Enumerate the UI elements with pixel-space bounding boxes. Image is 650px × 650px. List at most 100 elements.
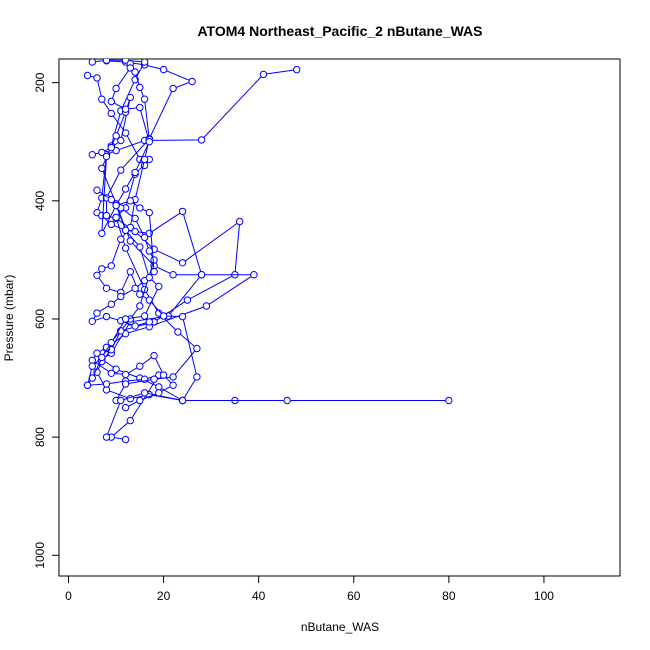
- data-point: [107, 195, 116, 204]
- y-tick-label: 400: [33, 190, 47, 210]
- y-tick-label: 600: [33, 309, 47, 329]
- data-point: [126, 197, 135, 205]
- data-point: [126, 237, 135, 245]
- data-point: [107, 143, 116, 152]
- y-axis-label: Pressure (mbar): [2, 275, 16, 362]
- data-point: [117, 396, 125, 405]
- data-point: [150, 375, 158, 383]
- data-point: [193, 344, 201, 353]
- data-point: [155, 389, 163, 397]
- data-point: [131, 214, 139, 223]
- data-point: [98, 265, 106, 273]
- data-point: [107, 220, 116, 229]
- data-point: [140, 59, 149, 66]
- data-point: [88, 59, 96, 66]
- x-tick-label: 20: [157, 589, 171, 603]
- data-point: [121, 315, 130, 323]
- data-point: [159, 312, 168, 320]
- data-point: [107, 300, 116, 308]
- data-point: [150, 351, 158, 360]
- data-point: [107, 97, 116, 106]
- data-point: [197, 271, 206, 279]
- x-tick-label: 40: [252, 589, 266, 603]
- data-point: [102, 380, 111, 388]
- data-point: [140, 312, 149, 320]
- x-tick-label: 0: [65, 589, 72, 603]
- data-point: [193, 373, 201, 381]
- data-point: [88, 151, 97, 159]
- data-point: [102, 152, 111, 161]
- x-axis: 0 20 40 60 80 100: [65, 575, 554, 603]
- data-point: [112, 365, 120, 373]
- data-point: [145, 247, 154, 255]
- data-point: [98, 95, 106, 103]
- data-point: [159, 65, 168, 74]
- data-point: [121, 185, 130, 193]
- y-axis: 200 400 600 800 1000: [33, 72, 60, 569]
- data-point: [107, 338, 116, 347]
- data-point: [136, 302, 144, 310]
- data-point: [93, 74, 101, 82]
- data-point: [131, 322, 139, 330]
- data-point: [98, 353, 106, 362]
- data-point: [117, 235, 125, 243]
- data-point: [183, 296, 192, 304]
- data-point: [197, 136, 206, 144]
- data-point: [178, 396, 187, 405]
- data-point: [112, 84, 120, 93]
- data-point: [145, 273, 154, 282]
- y-tick-label: 200: [33, 72, 47, 92]
- data-point: [131, 168, 139, 177]
- data-point: [136, 290, 144, 298]
- data-point: [126, 93, 135, 102]
- data-point: [121, 105, 130, 113]
- x-tick-label: 80: [442, 589, 456, 603]
- data-point: [259, 70, 268, 79]
- data-point: [98, 229, 106, 238]
- data-point: [188, 77, 196, 86]
- data-point: [102, 211, 111, 220]
- data-point: [102, 433, 111, 441]
- data-point: [178, 312, 187, 321]
- data-point: [145, 318, 154, 326]
- data-point: [102, 312, 111, 321]
- data-point: [93, 349, 101, 357]
- data-point: [121, 226, 130, 235]
- data-point: [102, 284, 111, 292]
- data-point: [121, 370, 130, 379]
- data-point: [121, 403, 130, 412]
- data-point: [145, 208, 154, 217]
- data-point: [112, 201, 120, 210]
- data-point: [174, 328, 182, 336]
- data-point: [126, 416, 135, 425]
- data-point: [131, 68, 139, 76]
- data-point: [136, 243, 144, 251]
- data-point: [169, 84, 177, 93]
- data-point: [283, 396, 291, 405]
- data-point: [169, 271, 177, 279]
- data-point: [88, 317, 97, 325]
- data-point: [107, 109, 116, 118]
- data-point: [202, 302, 211, 310]
- y-tick-label: 1000: [33, 542, 47, 569]
- data-point: [126, 268, 135, 276]
- data-point: [117, 136, 125, 145]
- profile-series-7: [88, 93, 158, 330]
- data-point: [93, 271, 101, 279]
- data-point: [107, 262, 116, 270]
- data-layer: [83, 59, 453, 444]
- data-point: [117, 166, 125, 174]
- data-point: [93, 186, 101, 194]
- data-point: [83, 381, 92, 389]
- data-point: [155, 282, 163, 291]
- data-point: [131, 284, 139, 292]
- data-point: [445, 396, 453, 405]
- data-point: [112, 213, 120, 222]
- data-point: [102, 59, 111, 64]
- data-point: [136, 362, 144, 370]
- data-point: [107, 369, 116, 377]
- data-point: [93, 309, 101, 317]
- profile-line: [87, 75, 198, 401]
